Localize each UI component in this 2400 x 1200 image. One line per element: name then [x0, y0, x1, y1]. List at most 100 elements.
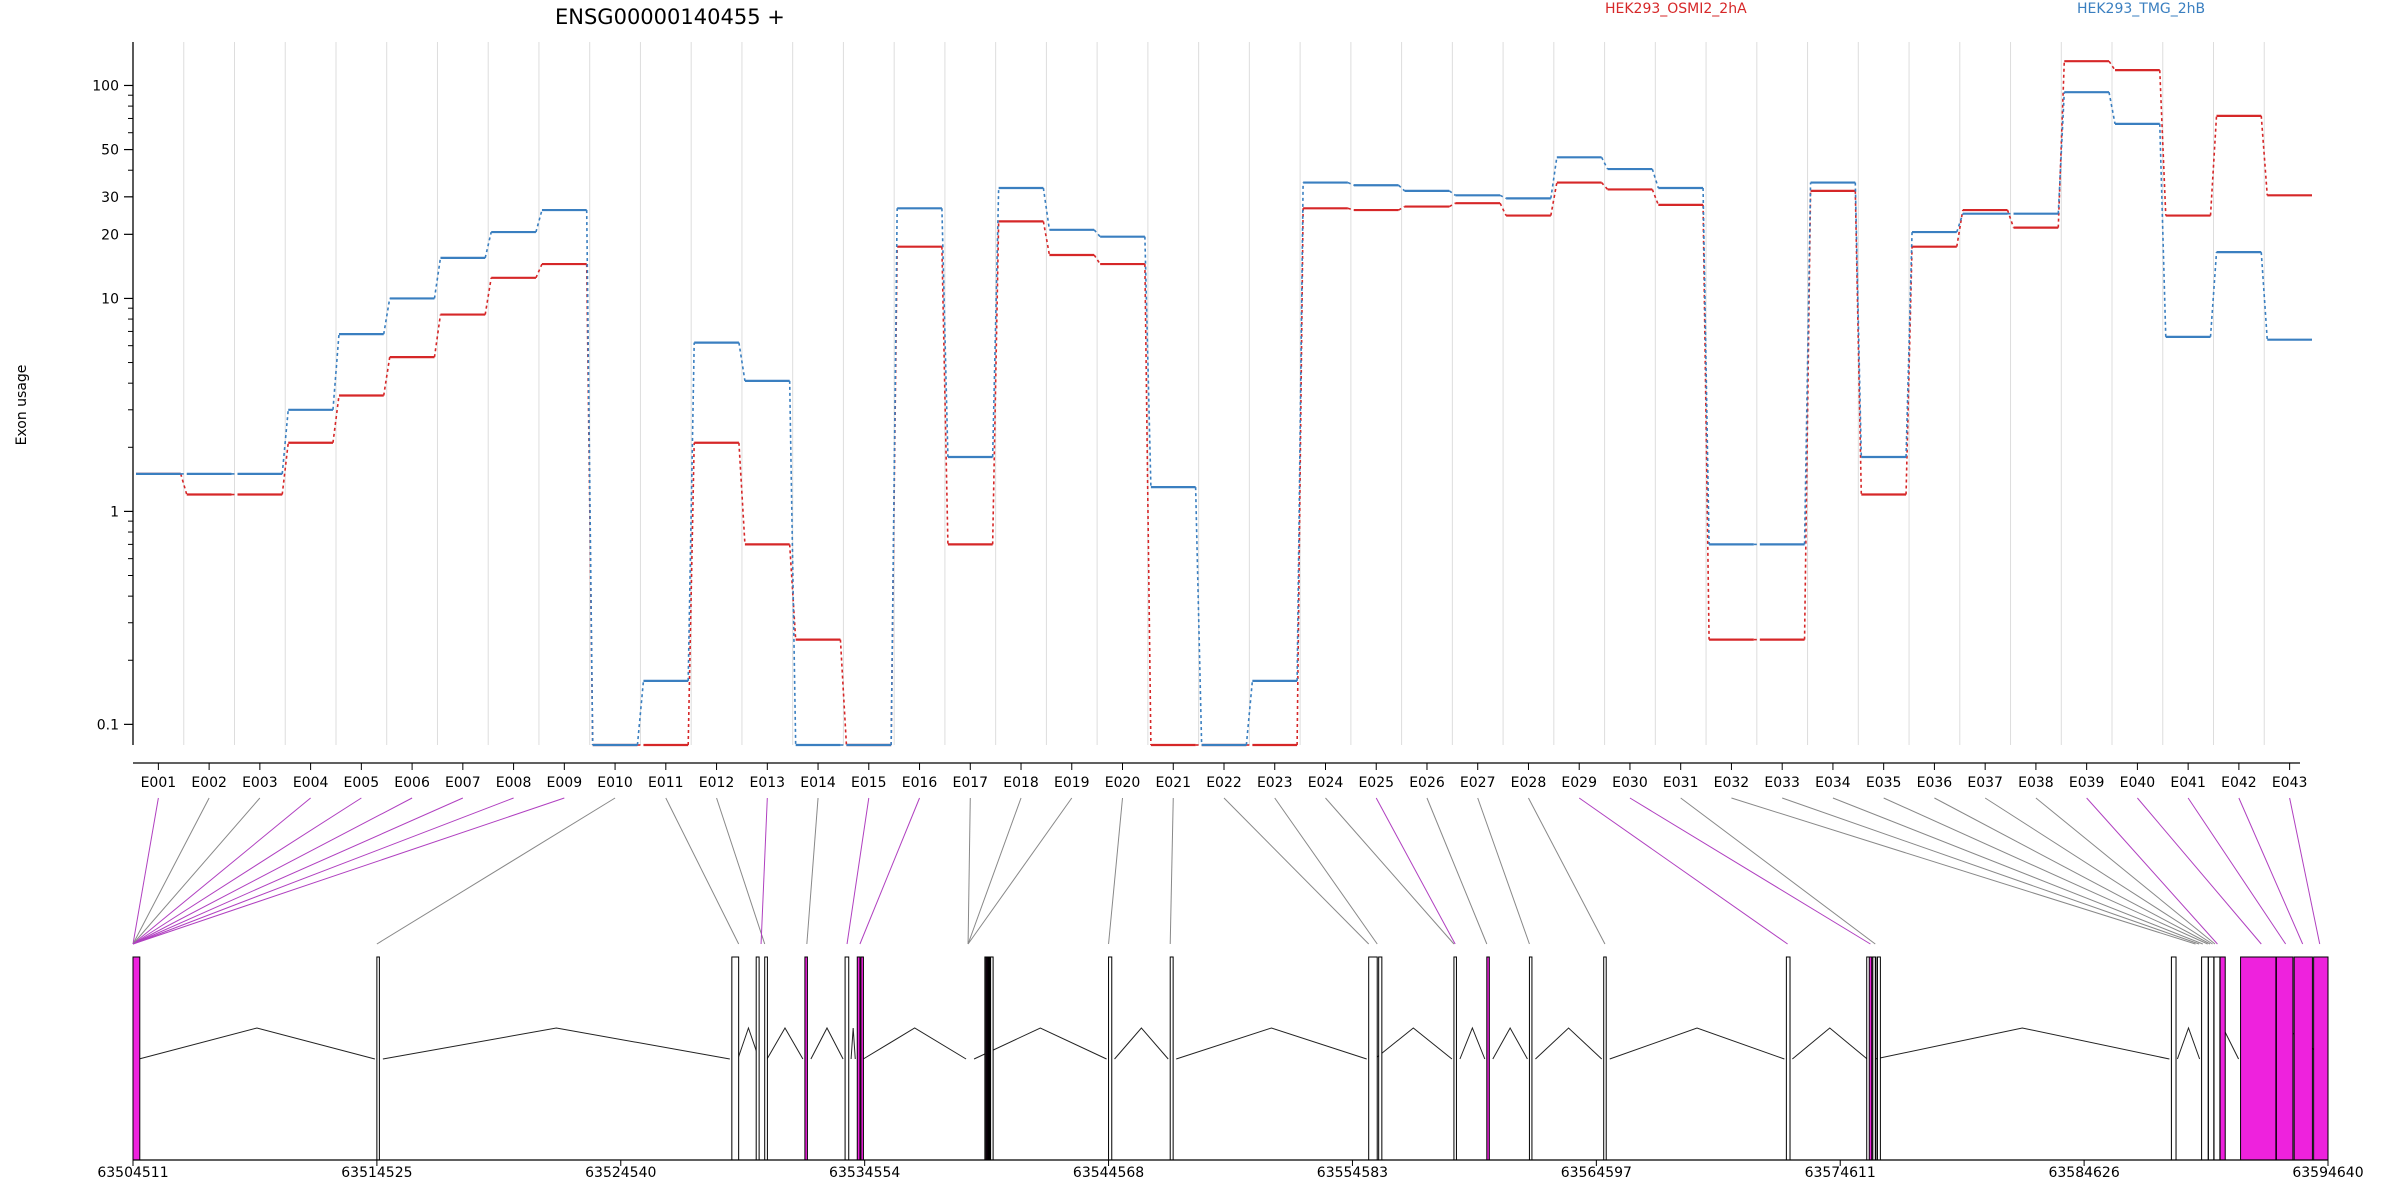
connector-E015	[846, 797, 870, 945]
series-connector	[535, 209, 543, 233]
exon-block-E025	[1486, 956, 1490, 1161]
series-connector	[535, 263, 543, 279]
x-tick-label-E040: E040	[2120, 775, 2156, 791]
exon-block-E022	[1368, 956, 1378, 1161]
exon-block-E041	[2275, 956, 2294, 1161]
series-connector	[382, 298, 391, 335]
connector-E010	[376, 797, 616, 945]
series-connector	[2057, 92, 2066, 214]
connector-E014	[806, 797, 819, 945]
axes: 0.1 1 10 20 30 50 100	[92, 42, 2300, 764]
genomic-tick-label: 63504511	[97, 1165, 168, 1181]
intron-arc	[1176, 1027, 1367, 1060]
exon-block-E016	[860, 956, 864, 1161]
y-tick-label: 20	[101, 227, 119, 243]
connector-E028	[1528, 797, 1606, 945]
x-tick-label-E030: E030	[1612, 775, 1648, 791]
genomic-tick-label: 63514525	[341, 1165, 412, 1181]
intron-arc	[1492, 1026, 1528, 1060]
series-connector	[991, 187, 1000, 458]
series-connector	[738, 442, 746, 545]
x-tick-label-E026: E026	[1409, 775, 1445, 791]
x-tick-label-E027: E027	[1460, 775, 1496, 791]
connector-E024	[1325, 797, 1455, 945]
series-connector	[788, 380, 797, 746]
x-tick-label-E034: E034	[1815, 775, 1851, 791]
series-connector	[1600, 156, 1609, 170]
legend-entry-tmg: HEK293_TMG_2hB	[2077, 1, 2205, 17]
series-connector	[433, 257, 442, 299]
connector-E012	[716, 797, 766, 945]
x-axis-ticks: E001 E002 E003 E004 E005 E006 E007 E008 E009 E010…	[141, 763, 2308, 791]
series-connector	[1347, 181, 1355, 186]
series-connector	[2057, 61, 2066, 228]
x-tick-label-E020: E020	[1105, 775, 1141, 791]
connector-E035	[1883, 797, 2208, 945]
legend-entry-osmi2: HEK293_OSMI2_2hA	[1605, 1, 1747, 17]
connector-E008	[132, 797, 514, 945]
intron-arc	[973, 1027, 1107, 1060]
x-tick-label-E022: E022	[1206, 775, 1242, 791]
x-tick-label-E036: E036	[1917, 775, 1953, 791]
x-tick-label-E023: E023	[1257, 775, 1293, 791]
x-tick-label-E038: E038	[2018, 775, 2054, 791]
genomic-tick-label: 63544568	[1073, 1165, 1144, 1181]
connector-E017	[967, 797, 971, 945]
series-2	[136, 91, 2312, 747]
connector-E021	[1169, 797, 1174, 945]
series-connector	[1600, 182, 1609, 190]
gridlines	[183, 42, 2265, 745]
x-tick-label-E005: E005	[344, 775, 380, 791]
exon-block-E013	[804, 956, 808, 1161]
connector-E037	[1984, 797, 2213, 945]
exon-block-E038	[2213, 956, 2221, 1161]
connector-E001	[132, 797, 159, 945]
connector-E036	[1934, 797, 2211, 945]
connector-E003	[132, 797, 261, 945]
series-connector	[1093, 229, 1101, 238]
series-connector	[788, 544, 797, 640]
connector-E013	[760, 797, 768, 945]
connector-E032	[1731, 797, 2196, 945]
series-connector	[281, 442, 290, 495]
series-connector	[1702, 204, 1710, 640]
exon-block-E019	[990, 956, 994, 1161]
exon-block-E034	[1866, 956, 1870, 1161]
series-connector	[1398, 184, 1406, 192]
connector-E002	[132, 797, 210, 945]
x-tick-label-E010: E010	[597, 775, 633, 791]
exon-block-E036	[2201, 956, 2209, 1161]
exon-block-E012	[764, 956, 768, 1161]
connector-E026	[1426, 797, 1488, 945]
genomic-tick-label: 63594640	[2292, 1165, 2363, 1181]
intron-arc	[138, 1027, 376, 1060]
exon-block-E037	[2207, 956, 2215, 1161]
exon-block-E026	[1528, 956, 1533, 1161]
series-connector	[1803, 182, 1812, 545]
genomic-coordinate-axis: 63504511 63514525 63524540 63534554 63544568…	[97, 1159, 2364, 1181]
x-tick-label-E032: E032	[1714, 775, 1750, 791]
exon-block-E042	[2293, 956, 2313, 1161]
series-connector	[484, 231, 492, 259]
series-connector	[2260, 252, 2269, 340]
y-axis-label: Exon usage	[14, 365, 30, 446]
series-connector	[1499, 202, 1507, 216]
connector-E020	[1108, 797, 1124, 945]
connector-E038	[2035, 797, 2216, 945]
series-connector	[1448, 202, 1456, 208]
intron-arc	[1374, 1027, 1453, 1060]
y-tick-label: 50	[101, 143, 119, 159]
x-tick-label-E043: E043	[2272, 775, 2308, 791]
intron-arc	[1114, 1027, 1169, 1060]
x-tick-label-E042: E042	[2221, 775, 2257, 791]
exon-block-E010	[731, 956, 740, 1161]
series-connector	[1144, 264, 1152, 746]
series-connector	[1651, 189, 1660, 206]
y-tick-label: 1	[110, 504, 119, 520]
series-connector	[1042, 187, 1051, 230]
series-connector	[433, 314, 442, 358]
exon-block-E001	[132, 956, 141, 1161]
series-connector	[2108, 92, 2116, 125]
